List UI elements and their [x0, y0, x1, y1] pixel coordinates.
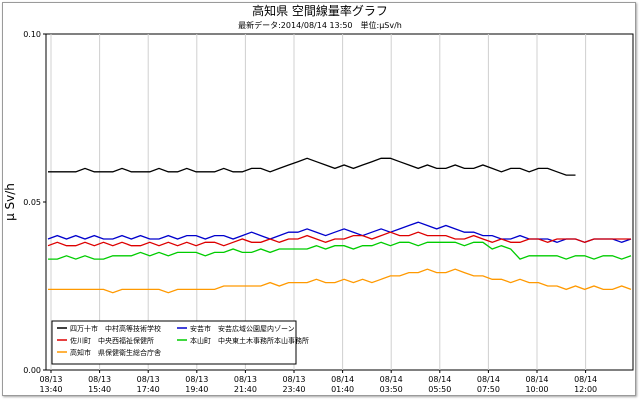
grid	[50, 34, 587, 370]
series-line-1	[48, 157, 576, 176]
x-tick-label-date: 08/13	[39, 375, 62, 384]
legend-box	[51, 320, 297, 365]
x-tick-label-date: 08/14	[477, 375, 500, 384]
x-tick-label-date: 08/13	[234, 375, 257, 384]
y-tick-label: 0.10	[23, 30, 41, 39]
legend-label: 四万十市 中村高等技術学校	[70, 324, 161, 333]
x-tick-label-date: 08/14	[380, 375, 403, 384]
x-tick-label-time: 17:40	[137, 385, 160, 394]
x-tick-label-date: 08/14	[331, 375, 354, 384]
chart-subtitle: 最新データ:2014/08/14 13:50 単位:μSv/h	[238, 20, 402, 30]
series-line-5	[48, 268, 632, 294]
x-tick-label-time: 07:50	[477, 385, 500, 394]
y-tick-label: 0.00	[23, 366, 41, 375]
plot-area	[45, 33, 634, 371]
x-tick-label-time: 21:40	[234, 385, 257, 394]
legend-label: 本山町 中央東土木事務所本山事務所	[190, 336, 309, 345]
x-tick-label-date: 08/13	[185, 375, 208, 384]
x-tick-label-time: 15:40	[88, 385, 111, 394]
series-line-4	[48, 241, 632, 260]
x-tick-label-time: 23:40	[282, 385, 305, 394]
legend-label: 高知市 県保健衛生総合庁舎	[70, 348, 161, 357]
x-tick-label-date: 08/14	[428, 375, 451, 384]
series-lines	[47, 157, 632, 294]
x-tick-label-time: 12:00	[574, 385, 597, 394]
legend-label: 佐川町 中央西福祉保健所	[70, 336, 154, 345]
x-tick-label-date: 08/13	[282, 375, 305, 384]
chart-title: 高知県 空間線量率グラフ	[252, 3, 388, 18]
x-tick-label-date: 08/13	[88, 375, 111, 384]
x-ticks: 08/1313:4008/1315:4008/1317:4008/1319:40…	[39, 370, 597, 394]
x-tick-label-time: 19:40	[185, 385, 208, 394]
x-tick-label-date: 08/14	[574, 375, 597, 384]
x-tick-label-time: 03:50	[380, 385, 403, 394]
y-tick-label: 0.05	[23, 198, 41, 207]
y-axis-label: μ Sv/h	[3, 183, 17, 221]
y-ticks: 0.00 0.05 0.10	[23, 30, 46, 375]
legend-label: 安芸市 安芸広域公園屋内ゾーン	[190, 324, 295, 333]
x-tick-label-date: 08/14	[525, 375, 548, 384]
x-tick-label-time: 10:00	[525, 385, 548, 394]
x-tick-label-time: 05:50	[428, 385, 451, 394]
x-tick-label-date: 08/13	[137, 375, 160, 384]
x-tick-label-time: 01:40	[331, 385, 354, 394]
x-tick-label-time: 13:40	[39, 385, 62, 394]
series-line-3	[47, 231, 631, 247]
